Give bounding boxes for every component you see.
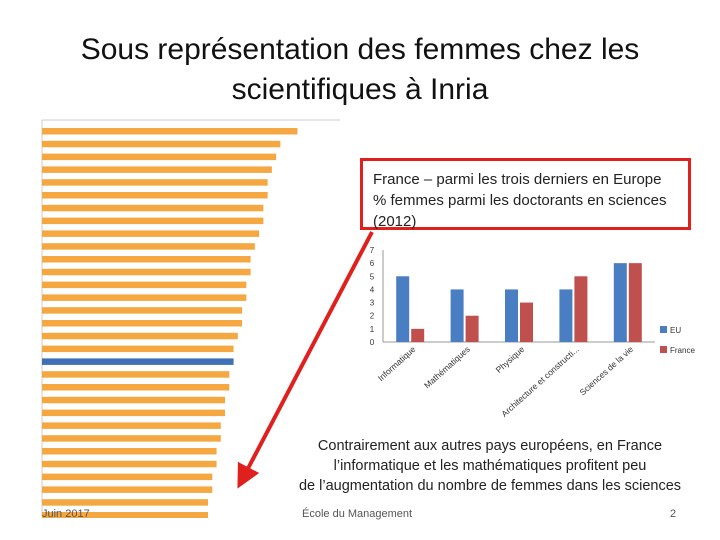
bar-country (42, 230, 260, 237)
callout-line-3: (2012) (373, 213, 417, 230)
y-tick-label: 6 (370, 259, 375, 268)
y-tick-label: 4 (370, 285, 375, 294)
bar-eu (505, 289, 518, 342)
bar-country (42, 512, 209, 518)
title-line-2: scientifiques à Inria (231, 73, 489, 106)
bar-country (42, 396, 226, 404)
conclusion-line-2: l’informatique et les mathématiques prof… (333, 458, 647, 474)
bar-eu (559, 289, 573, 342)
bar-country (42, 166, 272, 173)
bar-country (42, 153, 277, 161)
bar-country (42, 243, 255, 250)
bar-country (42, 179, 268, 186)
bar-country (42, 256, 251, 263)
country-ranking-chart (41, 119, 340, 518)
bar-country (42, 371, 230, 378)
bar-eu (450, 289, 464, 342)
bar-country (42, 486, 213, 493)
callout-line-1: France – parmi les trois derniers en Eur… (373, 171, 662, 188)
bar-country (42, 217, 264, 225)
legend-swatch (660, 326, 667, 333)
callout-line-2: % femmes parmi les doctorants en science… (373, 192, 667, 209)
bar-country (42, 320, 243, 327)
bar-country (42, 307, 243, 314)
slide-title: Sous représentation des femmes chez les … (60, 30, 660, 110)
bar-country (42, 128, 298, 135)
y-tick-label: 2 (370, 312, 375, 321)
bar-eu (613, 263, 627, 342)
bar-country (42, 499, 209, 506)
bar-country (42, 140, 281, 148)
bar-country (42, 204, 264, 212)
bar-france (465, 315, 479, 342)
bar-country (42, 448, 217, 455)
bar-country (42, 332, 238, 340)
bar-country (42, 268, 251, 276)
conclusion-line-1: Contrairement aux autres pays européens,… (317, 438, 663, 454)
bar-country (42, 384, 230, 391)
bar-country (42, 460, 217, 468)
bar-eu (396, 276, 410, 342)
bar-france (574, 276, 588, 342)
bar-country (42, 294, 247, 301)
bar-country (42, 422, 221, 429)
y-tick-label: 3 (370, 299, 375, 308)
bar-france (520, 302, 533, 342)
bar-country (42, 192, 268, 199)
footer-institution: École du Management (302, 508, 413, 520)
title-line-1: Sous représentation des femmes chez les (80, 33, 640, 66)
bar-country (42, 435, 221, 442)
callout-box: France – parmi les trois derniers en Eur… (360, 158, 691, 230)
bar-highlight-france (42, 358, 234, 365)
conclusion-line-3: de l’augmentation du nombre de femmes da… (298, 478, 682, 494)
y-tick-label: 0 (370, 338, 375, 347)
bar-country (42, 473, 213, 481)
bar-france (411, 328, 425, 342)
footer-date: Juin 2017 (42, 508, 90, 520)
arrow-line (237, 231, 374, 489)
bar-country (42, 345, 234, 353)
legend-label: France (670, 346, 695, 355)
page-number: 2 (670, 508, 677, 520)
conclusion-text: Contrairement aux autres pays européens,… (290, 436, 690, 496)
bar-france (628, 263, 642, 342)
y-tick-label: 7 (370, 246, 375, 255)
legend-label: EU (670, 326, 681, 335)
y-tick-label: 1 (370, 325, 375, 334)
bar-country (42, 409, 226, 417)
y-tick-label: 5 (370, 272, 375, 281)
legend-swatch (660, 346, 667, 353)
bar-country (42, 281, 247, 289)
